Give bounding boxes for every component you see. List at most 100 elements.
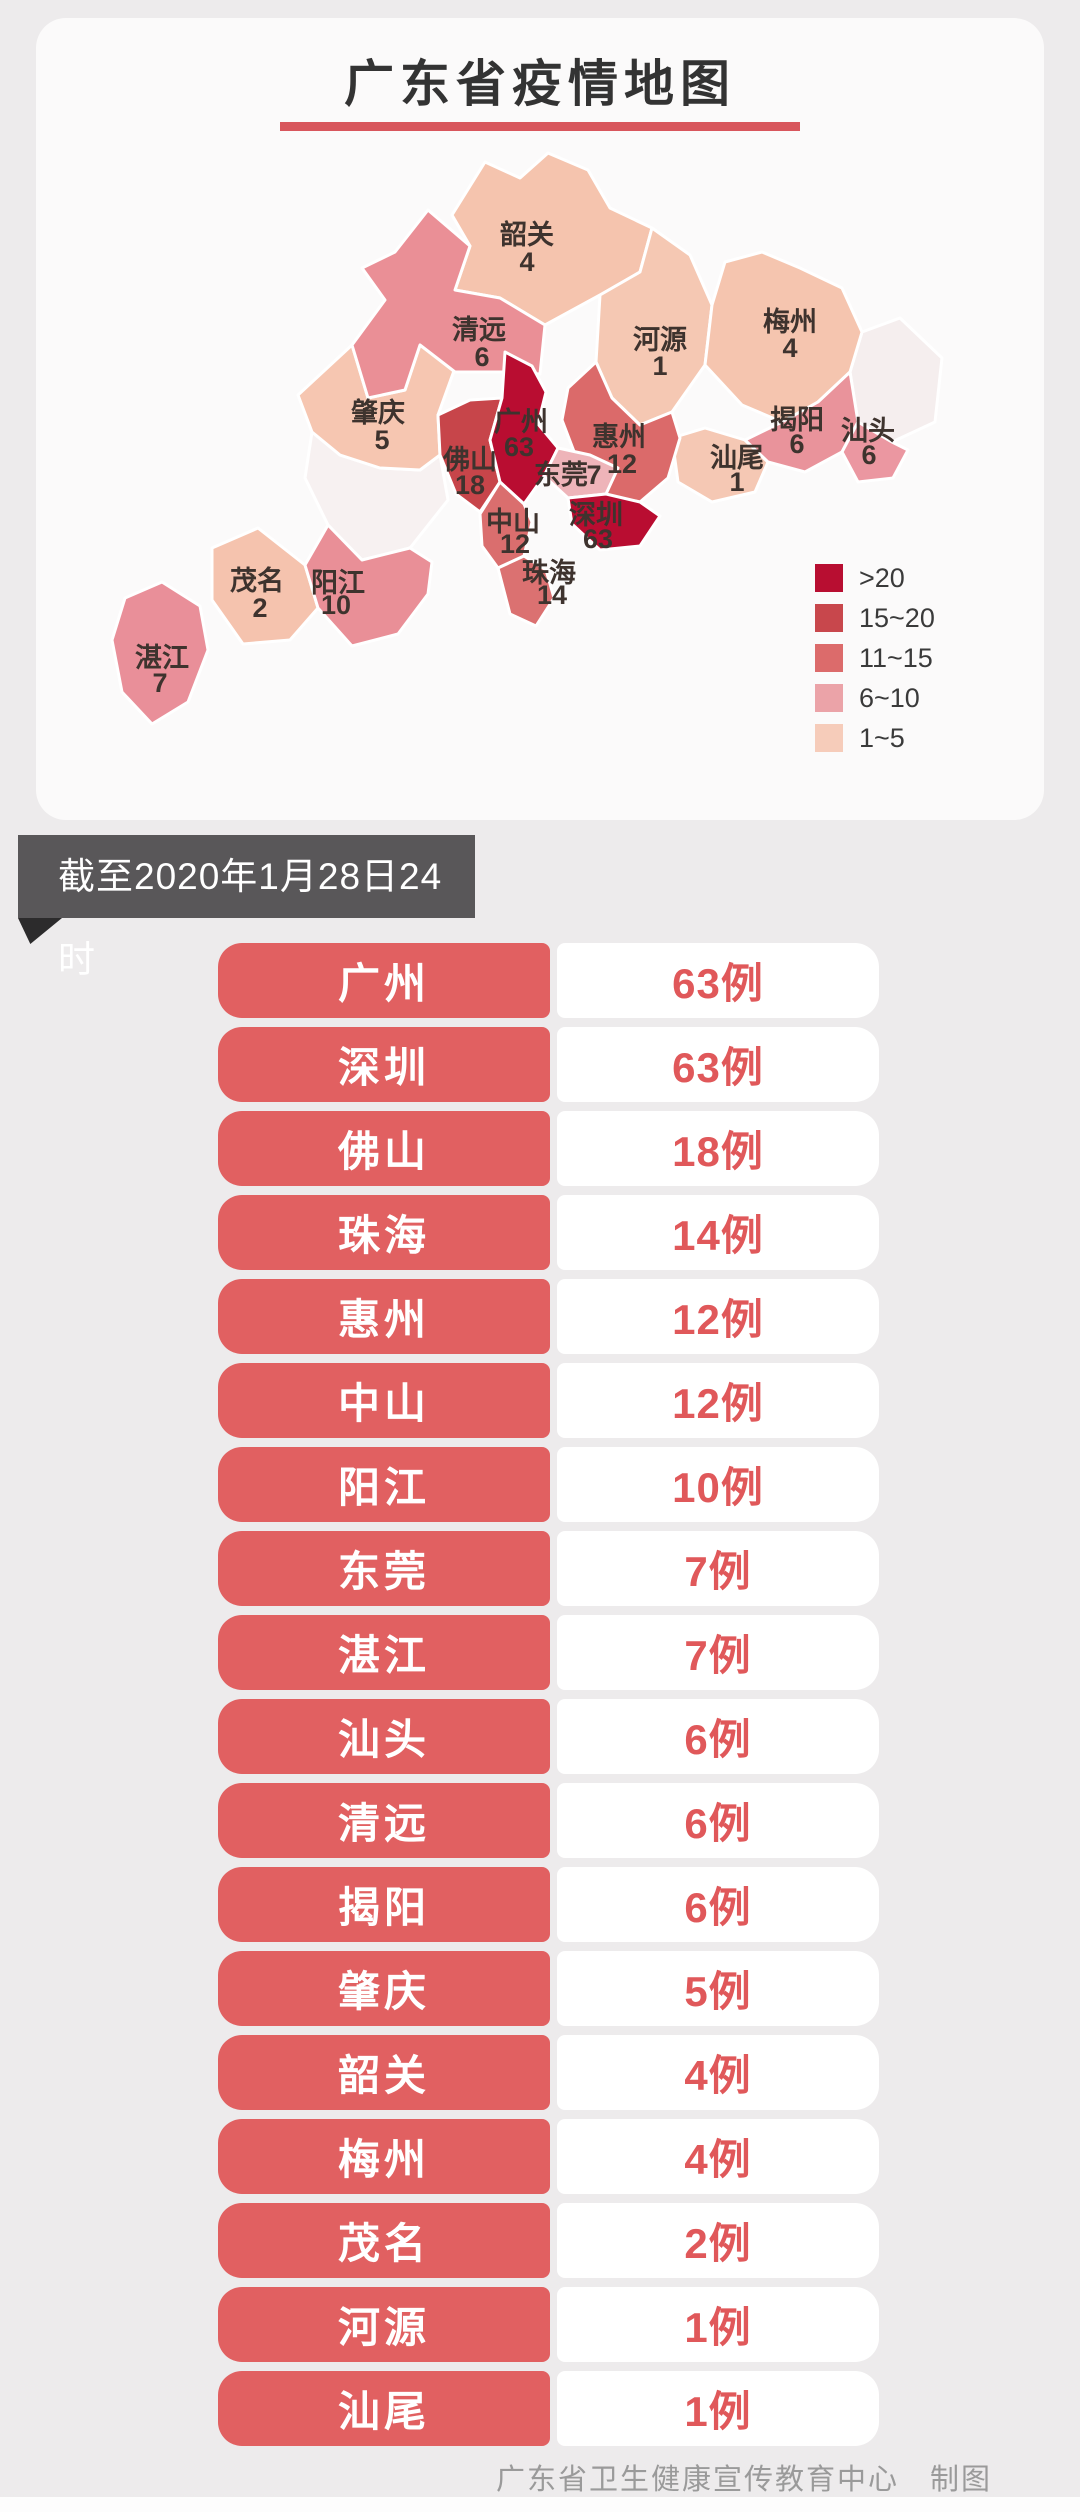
case-row-city: 湛江 [218, 1615, 550, 1690]
case-row-city: 肇庆 [218, 1951, 550, 2026]
map-region-label-jieyang: 揭阳 [770, 405, 824, 435]
case-row-city: 韶关 [218, 2035, 550, 2110]
case-row: 韶关 4例 [218, 2035, 879, 2110]
case-row-city: 佛山 [218, 1111, 550, 1186]
map-region-value-huizhou: 12 [607, 449, 637, 479]
case-row-city: 茂名 [218, 2203, 550, 2278]
case-row: 深圳 63例 [218, 1027, 879, 1102]
legend-label: 1~5 [859, 722, 905, 753]
legend-label: 11~15 [859, 642, 933, 673]
map-region-value-guangzhou: 63 [504, 432, 534, 462]
case-row-city: 深圳 [218, 1027, 550, 1102]
case-row-count: 12例 [557, 1363, 879, 1438]
map-region-label-huizhou: 惠州 [592, 422, 646, 452]
legend-swatch [815, 564, 843, 592]
legend-item: 15~20 [815, 598, 935, 638]
map-region-value-shantou: 6 [861, 440, 876, 470]
case-row-city: 汕头 [218, 1699, 550, 1774]
case-list: 广州 63例 深圳 63例 佛山 18例 珠海 14例 惠州 12例 中山 12例 阳江 10例 东莞 7例湛… [218, 943, 879, 2455]
legend-item: 1~5 [815, 718, 935, 758]
legend-label: 6~10 [859, 682, 920, 713]
case-row-count: 6例 [557, 1867, 879, 1942]
map-region-value-foshan: 18 [455, 470, 485, 500]
case-row-count: 18例 [557, 1111, 879, 1186]
case-row-city: 惠州 [218, 1279, 550, 1354]
map-region-zhuhai [496, 554, 556, 628]
map-region-label-meizhou: 梅州 [763, 307, 817, 337]
case-row: 珠海 14例 [218, 1195, 879, 1270]
map-region-value-zhuhai: 14 [537, 580, 567, 610]
map-card: 广东省疫情地图 肇庆 5 韶关 4 河源 1 梅州 4 清远 6 汕尾 1 揭阳 6 汕头 6 惠州 12 茂名 2 阳… [36, 18, 1044, 820]
map-region-value-meizhou: 4 [782, 333, 797, 363]
case-row-count: 7例 [557, 1615, 879, 1690]
case-row: 揭阳 6例 [218, 1867, 879, 1942]
case-row-city: 东莞 [218, 1531, 550, 1606]
case-row: 河源 1例 [218, 2287, 879, 2362]
map-region-label-yangjiang: 阳江 [311, 568, 365, 598]
map-region-zhongshan [478, 480, 534, 570]
map-region-maoming [210, 526, 320, 646]
case-row: 惠州 12例 [218, 1279, 879, 1354]
legend-item: 6~10 [815, 678, 935, 718]
case-row-count: 63例 [557, 943, 879, 1018]
map-region-qingyuan [350, 208, 547, 400]
case-row-count: 7例 [557, 1531, 879, 1606]
legend-item: 11~15 [815, 638, 935, 678]
case-row-city: 珠海 [218, 1195, 550, 1270]
legend-item: >20 [815, 558, 935, 598]
case-row: 肇庆 5例 [218, 1951, 879, 2026]
case-row: 东莞 7例 [218, 1531, 879, 1606]
case-row-count: 5例 [557, 1951, 879, 2026]
map-region-label-zhongshan: 中山 [486, 507, 540, 537]
case-row: 汕头 6例 [218, 1699, 879, 1774]
map-region-label-dongguan: 东莞 [534, 459, 588, 490]
map-region-value-jieyang: 6 [789, 429, 804, 459]
map-region-zhanjiang [110, 580, 210, 726]
map-region-label-shantou: 汕头 [841, 416, 895, 446]
case-row: 阳江 10例 [218, 1447, 879, 1522]
map-region-yangjiang [303, 523, 434, 648]
legend-label: 15~20 [859, 602, 935, 633]
map-region-meizhou [703, 250, 864, 424]
legend: >20 15~20 11~15 6~10 1~5 [815, 558, 935, 758]
map-region-value-yangjiang: 10 [321, 590, 351, 620]
bottom-strip [0, 2497, 1080, 2512]
case-row-count: 10例 [557, 1447, 879, 1522]
date-banner: 截至2020年1月28日24时 [18, 835, 475, 980]
banner-fold-triangle [18, 918, 62, 944]
legend-swatch [815, 644, 843, 672]
case-row-city: 中山 [218, 1363, 550, 1438]
map-region-label-zhaoqing: 肇庆 [351, 397, 405, 428]
map-region-value-zhaoqing: 5 [374, 425, 389, 455]
map-region-label-zhuhai: 珠海 [522, 558, 576, 588]
map-region-value-maoming: 2 [252, 593, 267, 623]
case-row-count: 4例 [557, 2035, 879, 2110]
case-row-count: 4例 [557, 2119, 879, 2194]
case-row: 佛山 18例 [218, 1111, 879, 1186]
map-region-shenzhen [566, 492, 662, 552]
map-region-value-heyuan: 1 [652, 351, 667, 381]
legend-swatch [815, 724, 843, 752]
map-region-shanwei [670, 426, 770, 504]
legend-label: >20 [859, 562, 905, 593]
case-row-count: 6例 [557, 1783, 879, 1858]
page-title: 广东省疫情地图 [344, 56, 736, 112]
legend-swatch [815, 684, 843, 712]
map-region-label-foshan: 佛山 [442, 445, 497, 475]
case-row-city: 广州 [218, 943, 550, 1018]
case-row: 汕尾 1例 [218, 2371, 879, 2446]
case-row: 中山 12例 [218, 1363, 879, 1438]
case-row: 梅州 4例 [218, 2119, 879, 2194]
case-row-city: 清远 [218, 1783, 550, 1858]
map-region-value-dongguan: 7 [586, 460, 601, 490]
case-row-count: 12例 [557, 1279, 879, 1354]
map-region-value-zhongshan: 12 [500, 529, 530, 559]
case-row-count: 63例 [557, 1027, 879, 1102]
map-region-shantou [840, 420, 910, 484]
map-region-value-shaoguan: 4 [519, 247, 534, 277]
case-row-city: 揭阳 [218, 1867, 550, 1942]
case-row: 茂名 2例 [218, 2203, 879, 2278]
map-region-label-maoming: 茂名 [230, 565, 284, 596]
